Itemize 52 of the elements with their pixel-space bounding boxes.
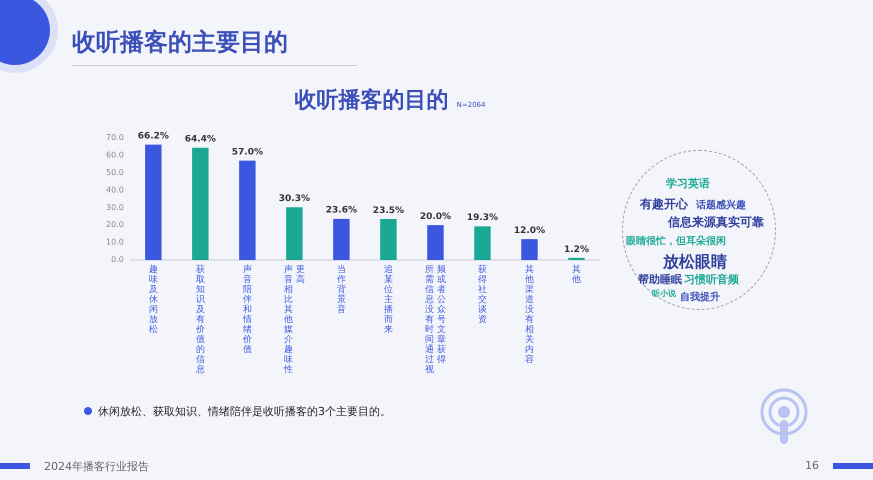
- y-tick-label: 10.0: [106, 238, 124, 247]
- data-label: 23.6%: [326, 206, 358, 216]
- bar: [286, 207, 303, 260]
- text: 话题感兴趣: [696, 198, 746, 212]
- x-tick-label: 获得社交谈资: [478, 265, 487, 325]
- x-tick-label: 趣味及休闲放松: [148, 265, 158, 335]
- y-tick-label: 60.0: [106, 150, 124, 160]
- x-tick-label: 其他: [572, 265, 581, 285]
- category-label: 声音相比其他媒介趣味性更高: [284, 265, 305, 375]
- data-label: 12.0%: [514, 226, 546, 236]
- text: 学习英语: [666, 176, 710, 191]
- text: 有趣开心: [640, 196, 688, 213]
- text: 自我提升: [680, 290, 720, 304]
- bar: [239, 160, 256, 260]
- chart-title: 收听播客的目的: [294, 88, 449, 113]
- data-label: 66.2%: [138, 131, 169, 142]
- data-label: 64.4%: [184, 134, 216, 145]
- bar: [427, 225, 444, 260]
- data-label: 1.2%: [564, 244, 589, 255]
- text: 帮助睡眠: [638, 272, 682, 287]
- category-label: 所需信息没有时间通过视频或者公众号文章获得: [424, 265, 446, 375]
- text: 听小说: [652, 288, 676, 299]
- bar: [380, 219, 397, 260]
- data-label: 23.5%: [372, 206, 404, 216]
- y-tick-label: 70.0: [106, 133, 124, 142]
- x-tick-label: 追某位主播而来: [384, 265, 393, 335]
- data-label: 19.3%: [466, 213, 498, 224]
- y-tick-label: 30.0: [106, 202, 124, 212]
- bar: [474, 226, 491, 260]
- text: 2024年播客行业报告: [44, 459, 149, 474]
- category-label: 获取知识及有价值的信息: [196, 265, 205, 375]
- y-tick-label: 0.0: [111, 255, 124, 264]
- data-label: 30.3%: [278, 194, 310, 204]
- text: 习惯听音频: [684, 272, 739, 287]
- text: 收听播客的主要目的: [72, 27, 288, 58]
- category-label: 声音陪伴和情绪价值: [242, 265, 252, 355]
- category-label: 其他渠道没有相关内容: [524, 265, 534, 365]
- bar: [145, 144, 162, 260]
- x-tick-label: 当作背景音: [336, 265, 346, 315]
- text: 放松眼睛: [663, 252, 727, 273]
- data-label: 20.0%: [420, 212, 452, 222]
- text: 眼睛很忙，但耳朵很闲: [626, 234, 726, 248]
- text: 信息来源真实可靠: [668, 214, 764, 231]
- bar: [192, 148, 209, 260]
- y-tick-label: 20.0: [106, 220, 124, 230]
- y-tick-label: 40.0: [106, 185, 124, 194]
- text: 休闲放松、获取知识、情绪陪伴是收听播客的3个主要目的。: [97, 404, 391, 419]
- data-label: 57.0%: [232, 148, 263, 158]
- bar: [333, 218, 350, 260]
- y-tick-label: 50.0: [106, 168, 124, 177]
- bar: [521, 239, 538, 260]
- text: 16: [805, 459, 819, 472]
